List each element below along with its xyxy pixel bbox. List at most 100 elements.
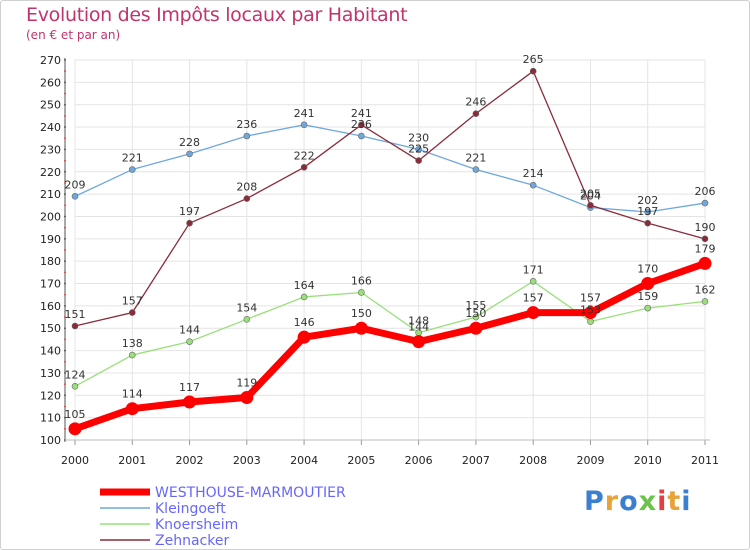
data-point: [68, 422, 82, 436]
data-point: [128, 309, 136, 316]
y-tick-label: 170: [40, 278, 61, 291]
data-point: [71, 322, 79, 330]
data-label: 157: [122, 295, 143, 308]
data-point: [128, 351, 136, 359]
data-point: [472, 110, 480, 117]
data-point: [526, 306, 540, 320]
data-label: 170: [637, 263, 658, 276]
y-axis-tick-dot: [64, 427, 66, 430]
data-point: [358, 289, 365, 296]
x-tick-label: 2007: [462, 454, 490, 467]
x-tick-label: 2003: [233, 454, 261, 467]
data-point: [183, 395, 197, 409]
y-axis-tick-dot: [64, 249, 66, 251]
data-label: 209: [65, 178, 86, 191]
data-label: 124: [65, 368, 86, 381]
data-label: 119: [236, 377, 257, 390]
data-label: 157: [523, 292, 544, 305]
x-tick-label: 2009: [576, 454, 604, 467]
y-axis-tick-dot: [64, 282, 66, 285]
y-axis-tick-dot: [64, 260, 66, 263]
y-tick-label: 200: [40, 210, 61, 223]
data-point: [415, 157, 422, 164]
data-label: 146: [294, 316, 315, 329]
y-axis-tick-dot: [64, 170, 66, 173]
data-label: 166: [351, 274, 372, 287]
data-label: 225: [408, 143, 429, 156]
y-axis-tick-dot: [64, 371, 66, 374]
data-point: [583, 306, 597, 320]
y-axis-tick-dot: [64, 92, 66, 95]
series-line-westhouse-marmoutier: [71, 259, 709, 433]
data-point: [587, 318, 594, 325]
data-label: 114: [122, 388, 143, 401]
x-tick-label: 2011: [691, 454, 719, 467]
legend-label: Zehnacker: [155, 533, 229, 549]
data-label: 151: [65, 308, 86, 321]
y-axis-tick-dot: [64, 215, 66, 218]
data-point: [300, 293, 308, 301]
data-label: 241: [351, 107, 372, 120]
legend-label: WESTHOUSE-MARMOUTIER: [155, 485, 346, 501]
logo-letter: P: [584, 486, 605, 517]
y-axis-tick-dot: [64, 327, 66, 330]
y-tick-label: 270: [40, 54, 61, 67]
y-axis-tick-dot: [64, 304, 66, 307]
data-label: 154: [236, 301, 257, 314]
y-tick-label: 250: [40, 99, 61, 112]
proxiti-logo: Proxiti: [584, 486, 692, 517]
series-lines: [68, 67, 712, 436]
data-point: [300, 163, 308, 171]
y-axis-tick-dot: [64, 181, 66, 184]
data-label: 208: [236, 181, 257, 194]
x-tick-label: 2002: [176, 454, 204, 467]
data-label: 105: [65, 408, 86, 421]
logo-letter: r: [604, 486, 620, 517]
data-label: 117: [179, 381, 200, 394]
data-point: [125, 402, 139, 416]
y-axis-tick-dot: [64, 193, 66, 196]
data-point: [587, 201, 594, 209]
data-point: [243, 195, 251, 202]
x-tick-label: 2005: [347, 454, 375, 467]
y-axis-tick-dot: [64, 126, 66, 129]
data-label: 155: [465, 299, 486, 312]
data-label: 236: [236, 118, 257, 131]
y-tick-label: 180: [40, 255, 61, 268]
y-axis-tick-dot: [64, 360, 66, 363]
y-axis-tick-dot: [64, 59, 66, 61]
x-tick-label: 2000: [61, 454, 89, 467]
data-label: 206: [695, 185, 716, 198]
data-label: 138: [122, 337, 143, 350]
data-point: [128, 166, 136, 173]
x-tick-label: 2004: [290, 454, 318, 467]
data-point: [698, 256, 712, 270]
data-label: 179: [695, 242, 716, 255]
x-tick-label: 2006: [405, 454, 433, 467]
data-label: 204: [580, 190, 601, 203]
data-label: 241: [294, 107, 315, 120]
y-tick-label: 110: [40, 412, 61, 425]
y-tick-label: 130: [40, 367, 61, 380]
data-point: [71, 193, 79, 200]
y-axis-tick-dot: [64, 81, 66, 84]
logo-letter: o: [619, 486, 639, 517]
legend: WESTHOUSE-MARMOUTIERKleingoeftKnoersheim…: [100, 485, 346, 549]
data-point: [644, 304, 652, 312]
data-label: 162: [695, 283, 716, 296]
data-label: 164: [294, 279, 315, 292]
data-point: [300, 121, 308, 129]
y-axis-tick-dot: [64, 70, 66, 73]
axes: 100 110 120 130 140 150 160 170 180 190 200 210 220 2…: [40, 54, 719, 467]
y-tick-label: 260: [40, 76, 61, 89]
y-axis-tick-dot: [64, 226, 66, 229]
data-point: [186, 219, 193, 227]
y-tick-label: 100: [40, 434, 61, 447]
data-label: 148: [408, 315, 429, 328]
x-tick-label: 2001: [118, 454, 146, 467]
y-axis-tick-dot: [64, 204, 66, 207]
y-axis-tick-dot: [64, 383, 66, 386]
data-label: 228: [179, 136, 200, 149]
